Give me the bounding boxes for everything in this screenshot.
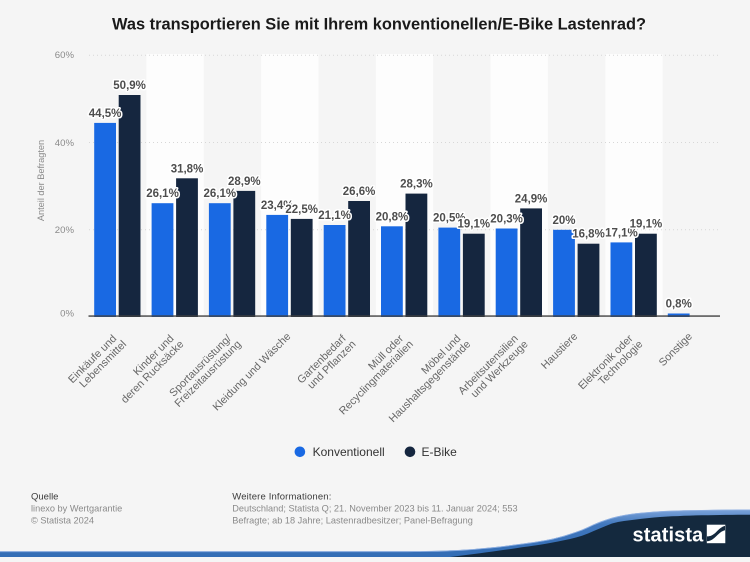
svg-text:E-Bike: E-Bike: [422, 445, 458, 459]
svg-text:44,5%: 44,5%: [89, 108, 122, 120]
svg-text:24,9%: 24,9%: [515, 193, 548, 205]
svg-text:50,9%: 50,9%: [113, 80, 146, 92]
svg-text:19,1%: 19,1%: [457, 219, 490, 231]
svg-text:40%: 40%: [55, 138, 75, 149]
svg-text:Weitere Informationen:: Weitere Informationen:: [232, 491, 331, 502]
svg-text:16,8%: 16,8%: [572, 229, 605, 241]
svg-text:26,6%: 26,6%: [343, 186, 376, 198]
svg-text:0,8%: 0,8%: [666, 299, 692, 311]
svg-text:0%: 0%: [60, 309, 74, 320]
svg-text:Was transportieren Sie mit Ihr: Was transportieren Sie mit Ihrem konvent…: [112, 16, 646, 34]
svg-text:28,9%: 28,9%: [228, 176, 261, 188]
svg-text:linexo by Wertgarantie: linexo by Wertgarantie: [31, 504, 122, 514]
svg-text:26,1%: 26,1%: [146, 188, 179, 200]
svg-text:17,1%: 17,1%: [605, 227, 638, 239]
svg-text:31,8%: 31,8%: [171, 163, 204, 175]
svg-text:Befragte; ab 18 Jahre; Lastenr: Befragte; ab 18 Jahre; Lastenradbesitzer…: [232, 516, 473, 526]
svg-text:20%: 20%: [55, 225, 75, 236]
svg-text:20,5%: 20,5%: [433, 213, 466, 225]
svg-text:22,5%: 22,5%: [285, 204, 318, 216]
svg-text:Deutschland; Statista Q; 21. N: Deutschland; Statista Q; 21. November 20…: [232, 504, 517, 514]
svg-text:20%: 20%: [552, 215, 575, 227]
svg-text:60%: 60%: [55, 50, 75, 61]
svg-text:21,1%: 21,1%: [318, 210, 351, 222]
svg-text:Anteil der Befragten: Anteil der Befragten: [36, 140, 46, 221]
svg-text:© Statista 2024: © Statista 2024: [31, 516, 94, 526]
svg-text:20,8%: 20,8%: [376, 211, 409, 223]
svg-text:19,1%: 19,1%: [630, 219, 663, 231]
svg-text:Quelle: Quelle: [31, 491, 58, 502]
svg-text:26,1%: 26,1%: [203, 188, 236, 200]
svg-text:statista: statista: [633, 524, 705, 546]
svg-text:28,3%: 28,3%: [400, 179, 433, 191]
svg-text:23,4%: 23,4%: [261, 200, 294, 212]
svg-text:20,3%: 20,3%: [490, 214, 523, 226]
svg-text:Konventionell: Konventionell: [313, 445, 385, 459]
